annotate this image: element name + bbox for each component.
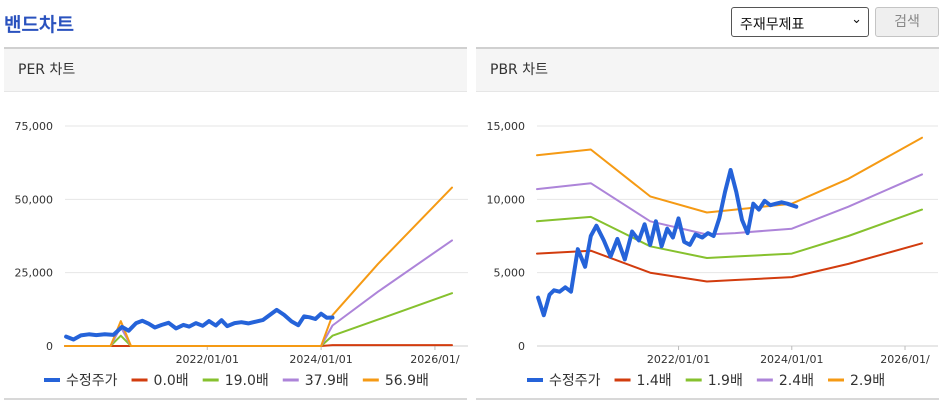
pbr-y-tick-label: 0 [518,340,525,353]
pbr-x-tick-label: 2026/01/ [880,353,930,366]
pbr-legend-label: 2.9배 [850,373,885,389]
per-legend-label: 37.9배 [305,373,349,389]
per-series-line-3 [64,239,453,347]
pbr-panel: PBR 차트 [476,47,939,400]
pbr-y-tick-label: 10,000 [487,193,526,206]
per-legend-label: 56.9배 [385,373,429,389]
pbr-y-tick-label: 5,000 [494,267,526,280]
per-series-line-0 [64,307,335,342]
per-legend-label: 0.0배 [154,373,189,389]
per-y-tick-label: 50,000 [15,193,54,206]
statement-type-select[interactable]: 주재무제표 ⌄ [731,7,869,37]
pbr-series-line-3 [536,173,923,236]
pbr-legend-label: 1.4배 [637,373,672,389]
pbr-legend-label: 2.4배 [779,373,814,389]
pbr-legend-label: 수정주가 [549,373,601,389]
per-panel: PER 차트 [4,47,467,400]
pbr-y-tick-label: 15,000 [487,120,526,133]
select-value: 주재무제표 [740,17,805,33]
per-y-tick-label: 75,000 [15,120,54,133]
pbr-x-tick-label: 2022/01/01 [647,353,710,366]
pbr-series-line-2 [536,208,923,259]
per-x-tick-label: 2022/01/01 [176,353,239,366]
pbr-series-line-1 [536,242,923,283]
per-y-tick-label: 0 [46,340,53,353]
per-x-tick-label: 2024/01/01 [289,353,352,366]
chevron-down-icon: ⌄ [851,12,862,27]
per-panel-title: PER 차트 [4,49,467,92]
per-y-tick-label: 25,000 [15,267,54,280]
pbr-legend-label: 1.9배 [708,373,743,389]
search-button[interactable]: 검색 [875,7,939,37]
per-legend-label: 수정주가 [66,373,118,389]
per-legend-label: 19.0배 [225,373,269,389]
pbr-series-line-0 [536,168,799,318]
pbr-panel-title: PBR 차트 [476,49,939,92]
per-x-tick-label: 2026/01/ [410,353,460,366]
page-title: 밴드차트 [4,14,74,36]
pbr-x-tick-label: 2024/01/01 [760,353,823,366]
